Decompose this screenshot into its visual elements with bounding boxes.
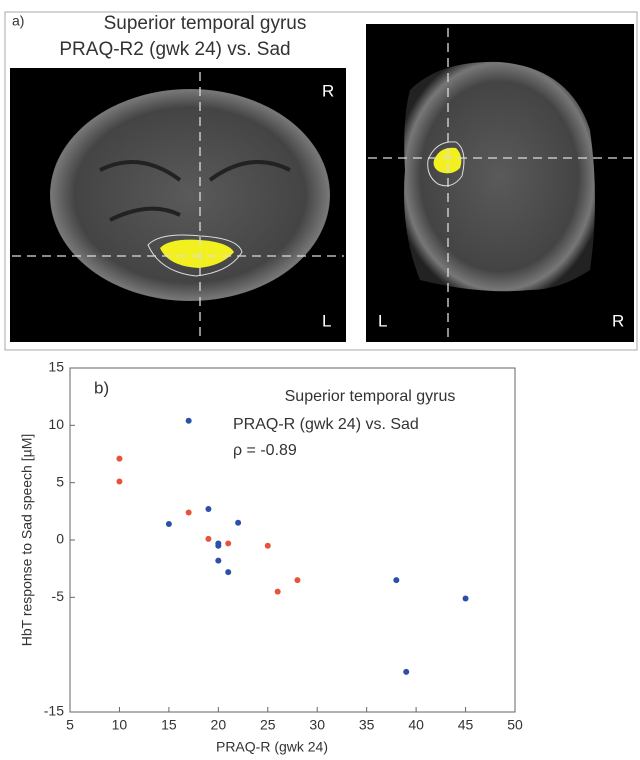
panel-title: Superior temporal gyrus — [104, 13, 307, 34]
point — [186, 418, 192, 424]
y-tick-label: 5 — [56, 473, 64, 489]
chart-title: Superior temporal gyrus — [285, 388, 456, 405]
x-tick-label: 30 — [309, 717, 325, 733]
orientation-label: L — [378, 311, 387, 330]
x-tick-label: 10 — [112, 717, 128, 733]
figure: a) Superior temporal gyrus PRAQ-R2 (gwk … — [0, 0, 640, 760]
panel-label: b) — [94, 378, 109, 397]
point — [116, 456, 122, 462]
orientation-label: R — [612, 311, 624, 330]
point — [166, 521, 172, 527]
x-tick-label: 5 — [66, 717, 74, 733]
panel-label: a) — [12, 13, 24, 29]
y-tick-label: 15 — [48, 359, 64, 375]
x-tick-label: 25 — [260, 717, 276, 733]
x-tick-label: 35 — [359, 717, 375, 733]
point — [215, 543, 221, 549]
annotation: ρ = -0.89 — [233, 442, 297, 459]
point — [225, 540, 231, 546]
point — [393, 577, 399, 583]
point — [225, 569, 231, 575]
point — [463, 595, 469, 601]
point — [265, 543, 271, 549]
point — [186, 509, 192, 515]
y-tick-label: -5 — [52, 588, 65, 604]
point — [116, 479, 122, 485]
x-tick-label: 40 — [408, 717, 424, 733]
y-axis-label: HbT response to Sad speech [µM] — [19, 434, 35, 646]
point — [205, 536, 211, 542]
y-tick-label: 10 — [48, 416, 64, 432]
x-tick-label: 45 — [458, 717, 474, 733]
chart-subtitle: PRAQ-R (gwk 24) vs. Sad — [233, 416, 419, 433]
x-tick-label: 20 — [211, 717, 227, 733]
point — [294, 577, 300, 583]
point — [275, 589, 281, 595]
point — [205, 506, 211, 512]
x-tick-label: 15 — [161, 717, 177, 733]
panel-subtitle: PRAQ-R2 (gwk 24) vs. Sad — [59, 39, 290, 60]
y-tick-label: -15 — [44, 703, 64, 719]
point — [235, 520, 241, 526]
orientation-label: L — [322, 311, 331, 330]
point — [403, 669, 409, 675]
orientation-label: R — [322, 81, 334, 100]
axial-image: R L — [10, 68, 346, 342]
x-axis-label: PRAQ-R (gwk 24) — [216, 739, 328, 755]
x-tick-label: 50 — [507, 717, 523, 733]
point — [215, 558, 221, 564]
coronal-image: L R — [366, 24, 634, 342]
y-tick-label: 0 — [56, 531, 64, 547]
